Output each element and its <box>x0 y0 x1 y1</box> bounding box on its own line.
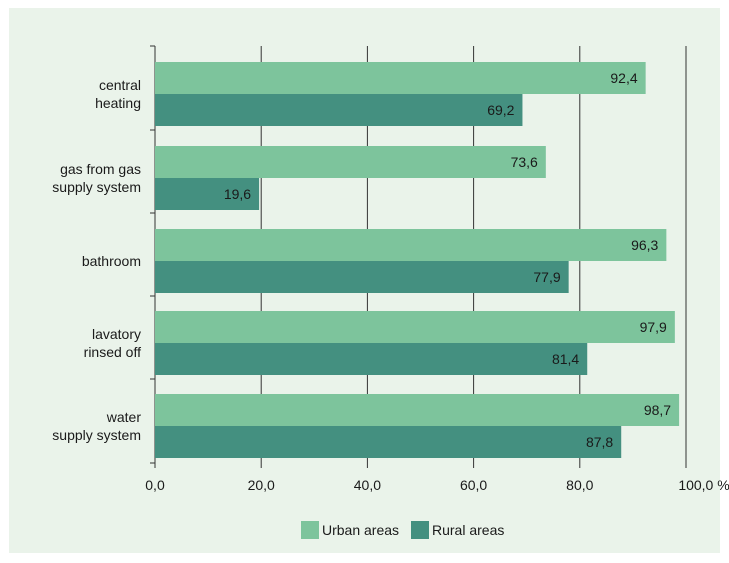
bar-urban <box>155 146 546 178</box>
data-label: 96,3 <box>631 237 658 253</box>
legend-swatch-rural <box>411 521 429 539</box>
x-tick-label: 80,0 <box>566 477 593 493</box>
legend-label-urban: Urban areas <box>322 522 399 538</box>
category-label: bathroom <box>82 253 141 269</box>
bar-urban <box>155 229 667 261</box>
data-label: 87,8 <box>586 434 613 450</box>
data-label: 92,4 <box>610 70 637 86</box>
data-label: 19,6 <box>224 186 251 202</box>
category-label: supply system <box>52 427 141 443</box>
bar-rural <box>155 343 588 375</box>
data-label: 81,4 <box>552 351 579 367</box>
bar-rural <box>155 426 622 458</box>
category-label: central <box>99 77 141 93</box>
bar-urban <box>155 62 646 94</box>
legend-swatch-urban <box>301 521 319 539</box>
bar-urban <box>155 311 675 343</box>
data-label: 77,9 <box>533 269 560 285</box>
category-label: water <box>106 409 142 425</box>
category-label: gas from gas <box>60 161 141 177</box>
category-label: lavatory <box>92 326 141 342</box>
x-tick-label: 60,0 <box>460 477 487 493</box>
category-label: supply system <box>52 179 141 195</box>
data-label: 98,7 <box>644 402 671 418</box>
bar-rural <box>155 94 523 126</box>
data-label: 97,9 <box>640 319 667 335</box>
data-label: 69,2 <box>487 102 514 118</box>
x-tick-label: 40,0 <box>354 477 381 493</box>
data-label: 73,6 <box>511 154 538 170</box>
bar-rural <box>155 178 260 210</box>
legend-label-rural: Rural areas <box>432 522 504 538</box>
category-label: rinsed off <box>84 344 141 360</box>
x-tick-label: 0,0 <box>145 477 165 493</box>
x-tick-label: 100,0 % <box>678 477 729 493</box>
category-label: heating <box>95 95 141 111</box>
bar-urban <box>155 394 680 426</box>
bar-rural <box>155 261 569 293</box>
x-tick-label: 20,0 <box>248 477 275 493</box>
